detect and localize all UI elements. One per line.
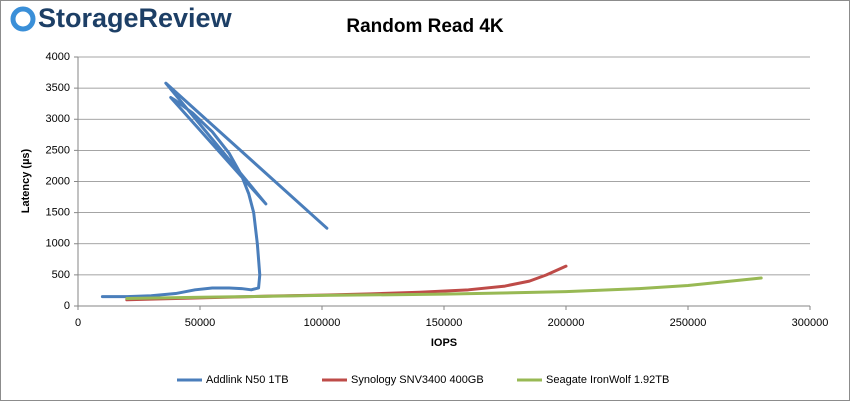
x-tick-label: 300000 xyxy=(792,317,829,329)
x-tick-label: 0 xyxy=(75,317,81,329)
x-tick-label: 100000 xyxy=(304,317,341,329)
y-tick-label: 3500 xyxy=(46,82,70,94)
y-tick-label: 4000 xyxy=(46,51,70,63)
x-tick-label: 250000 xyxy=(670,317,707,329)
y-tick-label: 0 xyxy=(64,300,70,312)
series-line xyxy=(100,81,329,299)
logo: StorageReview xyxy=(38,3,233,33)
y-tick-label: 2000 xyxy=(46,175,70,187)
y-tick-label: 1500 xyxy=(46,207,70,219)
y-tick-label: 2500 xyxy=(46,144,70,156)
x-tick-label: 200000 xyxy=(548,317,585,329)
x-axis-title: IOPS xyxy=(431,337,457,349)
legend-label: Addlink N50 1TB xyxy=(206,374,289,386)
y-tick-label: 3000 xyxy=(46,113,70,125)
x-tick-label: 150000 xyxy=(426,317,463,329)
logo-icon xyxy=(10,6,36,32)
legend-label: Seagate IronWolf 1.92TB xyxy=(546,374,669,386)
y-axis-title: Latency (µs) xyxy=(20,148,32,213)
legend-label: Synology SNV3400 400GB xyxy=(351,374,484,386)
x-tick-label: 50000 xyxy=(185,317,216,329)
chart-title: Random Read 4K xyxy=(346,16,504,37)
y-tick-label: 500 xyxy=(52,269,70,281)
y-tick-label: 1000 xyxy=(46,238,70,250)
series-line xyxy=(125,276,763,301)
